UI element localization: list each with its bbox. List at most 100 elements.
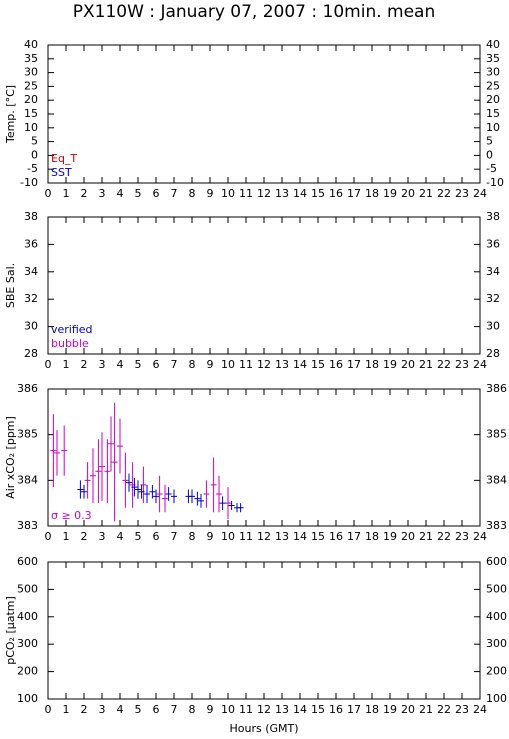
y-tick-label: 386: [17, 382, 38, 395]
y-tick-label-right: 36: [486, 237, 500, 250]
error-bar: [54, 430, 60, 476]
x-tick-label: 12: [257, 530, 271, 543]
y-tick-label-right: 400: [486, 610, 507, 623]
y-tick-label: 36: [24, 237, 38, 250]
x-tick-label: 17: [347, 530, 361, 543]
y-tick-label-right: 5: [486, 135, 493, 148]
y-tick-label-right: 0: [486, 148, 493, 161]
y-tick-label: 38: [24, 210, 38, 223]
x-tick-label: 12: [257, 358, 271, 371]
x-tick-label: 10: [221, 530, 235, 543]
y-tick-label: 300: [17, 637, 38, 650]
legend-entry: Eq_T: [51, 152, 77, 165]
x-tick-label: 18: [365, 187, 379, 200]
y-tick-label-right: 28: [486, 347, 500, 360]
x-tick-label: 13: [275, 530, 289, 543]
x-tick-label: 7: [171, 358, 178, 371]
x-tick-label: 2: [81, 187, 88, 200]
x-tick-label: 11: [239, 358, 253, 371]
x-tick-label: 3: [99, 187, 106, 200]
x-tick-label: 22: [437, 703, 451, 716]
x-tick-label: 17: [347, 187, 361, 200]
x-tick-label: 16: [329, 358, 343, 371]
x-tick-label: 8: [189, 187, 196, 200]
x-tick-label: 15: [311, 358, 325, 371]
x-tick-label: 8: [189, 358, 196, 371]
x-tick-label: 19: [383, 530, 397, 543]
y-tick-label-right: 35: [486, 52, 500, 65]
x-tick-label: 1: [63, 530, 70, 543]
x-tick-label: 18: [365, 530, 379, 543]
y-tick-label-right: 200: [486, 665, 507, 678]
error-bar: [216, 475, 222, 513]
x-tick-label: 20: [401, 530, 415, 543]
legend-entry: SST: [51, 166, 72, 179]
y-axis-label: SBE Sal.: [4, 263, 17, 308]
error-bar: [162, 484, 168, 513]
y-tick-label: 384: [17, 473, 38, 486]
x-tick-label: 18: [365, 358, 379, 371]
x-tick-label: 7: [171, 703, 178, 716]
x-tick-label: 6: [153, 530, 160, 543]
y-tick-label-right: 25: [486, 79, 500, 92]
x-tick-label: 24: [473, 530, 487, 543]
x-tick-label: 13: [275, 703, 289, 716]
x-tick-label: 0: [45, 358, 52, 371]
x-tick-label: 0: [45, 530, 52, 543]
y-tick-label: 15: [24, 107, 38, 120]
y-tick-label: 28: [24, 347, 38, 360]
y-tick-label: 32: [24, 292, 38, 305]
x-tick-label: 19: [383, 358, 397, 371]
chart-title: PX110W : January 07, 2007 : 10min. mean: [73, 2, 436, 22]
x-tick-label: 7: [171, 187, 178, 200]
y-tick-label: 0: [31, 148, 38, 161]
x-tick-label: 9: [207, 187, 214, 200]
x-tick-label: 13: [275, 187, 289, 200]
x-tick-label: 18: [365, 703, 379, 716]
y-axis-label: Air xCO₂ [ppm]: [4, 416, 17, 499]
x-tick-label: 0: [45, 703, 52, 716]
y-tick-label: 100: [17, 692, 38, 705]
x-tick-label: 9: [207, 530, 214, 543]
y-tick-label: 385: [17, 428, 38, 441]
x-tick-label: 10: [221, 187, 235, 200]
x-tick-label: 21: [419, 703, 433, 716]
x-tick-label: 11: [239, 530, 253, 543]
y-tick-label-right: 32: [486, 292, 500, 305]
y-tick-label: 10: [24, 121, 38, 134]
y-tick-label-right: 10: [486, 121, 500, 134]
x-tick-label: 23: [455, 358, 469, 371]
x-tick-label: 19: [383, 703, 397, 716]
y-tick-label-right: 385: [486, 428, 507, 441]
y-tick-label-right: -5: [486, 162, 497, 175]
y-tick-label-right: 30: [486, 66, 500, 79]
error-bar: [104, 439, 111, 504]
x-tick-label: 21: [419, 187, 433, 200]
y-tick-label-right: 15: [486, 107, 500, 120]
error-bar: [203, 480, 210, 508]
x-tick-label: 1: [63, 187, 70, 200]
error-bar: [228, 500, 235, 511]
x-tick-label: 9: [207, 358, 214, 371]
x-tick-label: 14: [293, 358, 307, 371]
x-tick-label: 22: [437, 358, 451, 371]
x-tick-label: 15: [311, 530, 325, 543]
x-tick-label: 4: [117, 187, 124, 200]
x-tick-label: 23: [455, 703, 469, 716]
error-bar: [131, 478, 138, 497]
y-tick-label-right: 600: [486, 555, 507, 568]
x-tick-label: 4: [117, 358, 124, 371]
y-tick-label: 500: [17, 582, 38, 595]
x-tick-label: 5: [135, 187, 142, 200]
y-tick-label: 30: [24, 66, 38, 79]
x-tick-label: 12: [257, 187, 271, 200]
y-tick-label: 383: [17, 519, 38, 532]
error-bar: [198, 494, 204, 508]
error-bar: [194, 491, 201, 506]
y-tick-label: -10: [20, 176, 38, 189]
x-tick-label: 23: [455, 530, 469, 543]
y-axis-label: pCO₂ [μatm]: [4, 596, 17, 665]
x-tick-label: 22: [437, 187, 451, 200]
y-tick-label-right: 30: [486, 320, 500, 333]
